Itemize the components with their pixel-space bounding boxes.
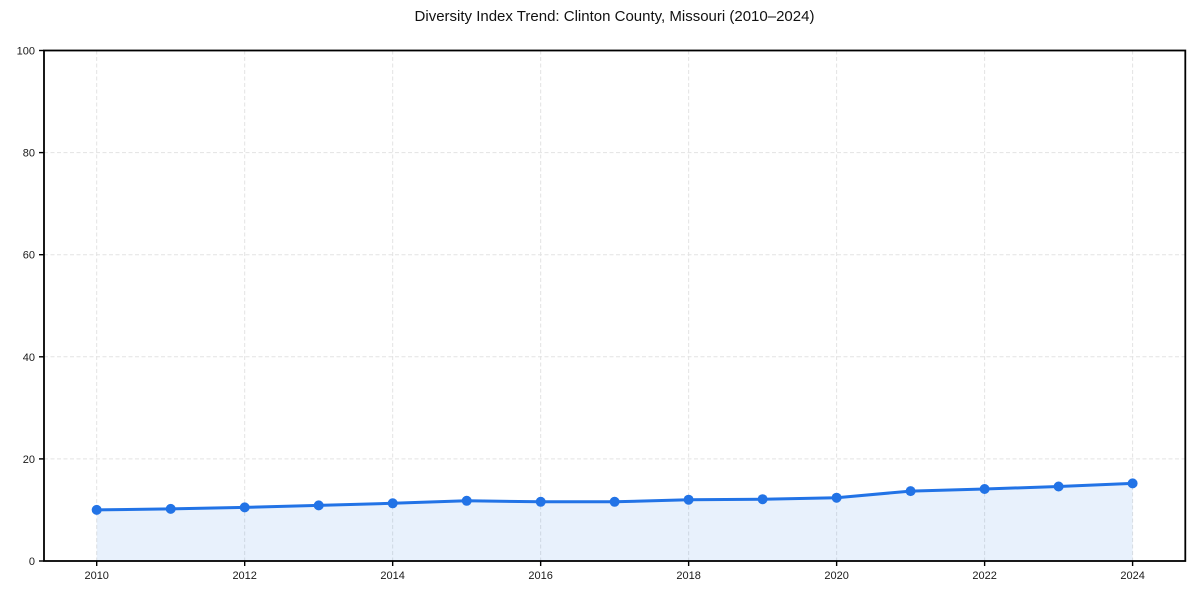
x-tick-label: 2016 bbox=[528, 570, 552, 582]
plot-border bbox=[43, 49, 1187, 562]
x-tick-label: 2024 bbox=[1120, 570, 1144, 582]
series-area-fill bbox=[96, 483, 1133, 561]
data-point-marker bbox=[91, 504, 102, 515]
y-tick-label: 100 bbox=[17, 46, 35, 58]
data-point-marker bbox=[979, 484, 990, 494]
y-tick-label: 60 bbox=[23, 250, 35, 262]
y-tick-label: 80 bbox=[23, 148, 35, 160]
y-tick-label: 20 bbox=[23, 454, 35, 466]
data-point-marker bbox=[609, 496, 620, 507]
chart-title: Diversity Index Trend: Clinton County, M… bbox=[414, 8, 815, 25]
data-point-marker bbox=[1127, 478, 1138, 489]
x-tick-label: 2010 bbox=[84, 570, 108, 582]
data-point-marker bbox=[683, 494, 694, 505]
data-point-marker bbox=[535, 496, 546, 507]
y-tick-label: 0 bbox=[29, 556, 35, 568]
x-tick-label: 2018 bbox=[676, 570, 700, 582]
data-point-marker bbox=[757, 494, 768, 505]
x-tick-label: 2012 bbox=[232, 570, 256, 582]
y-tick-label: 40 bbox=[23, 352, 35, 364]
data-point-marker bbox=[1053, 481, 1064, 492]
data-point-marker bbox=[239, 502, 250, 513]
data-point-marker bbox=[831, 492, 842, 503]
data-point-marker bbox=[905, 486, 916, 497]
data-point-marker bbox=[313, 500, 324, 511]
x-tick-label: 2020 bbox=[824, 570, 848, 582]
data-point-marker bbox=[461, 495, 472, 506]
x-tick-label: 2022 bbox=[972, 570, 996, 582]
data-point-marker bbox=[165, 503, 176, 514]
data-point-marker bbox=[387, 498, 398, 509]
x-tick-label: 2014 bbox=[380, 570, 404, 582]
